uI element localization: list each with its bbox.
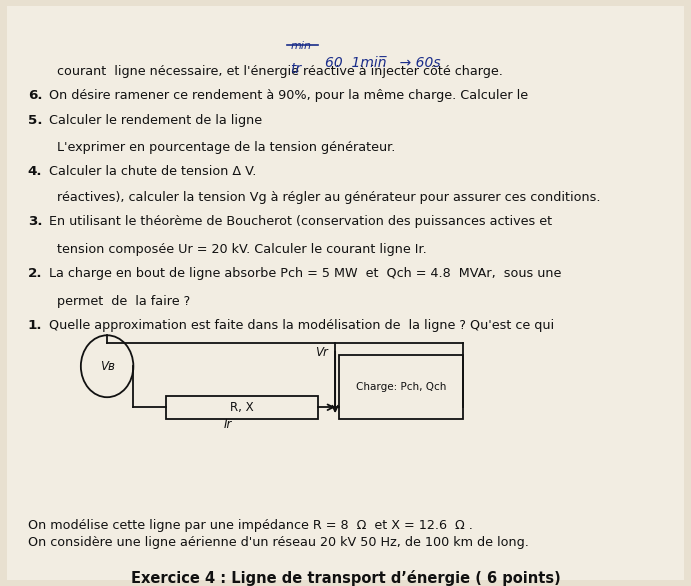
Text: Calculer la chute de tension Δ V.: Calculer la chute de tension Δ V. [45, 165, 256, 178]
Text: Quelle approximation est faite dans la modélisation de  la ligne ? Qu'est ce qui: Quelle approximation est faite dans la m… [45, 319, 554, 332]
Text: 2.: 2. [28, 267, 42, 280]
Text: tr: tr [290, 62, 301, 76]
Text: L'exprimer en pourcentage de la tension générateur.: L'exprimer en pourcentage de la tension … [45, 141, 395, 154]
FancyBboxPatch shape [7, 6, 684, 580]
Text: Exercice 4 : Ligne de transport d’énergie ( 6 points): Exercice 4 : Ligne de transport d’énergi… [131, 570, 560, 585]
Text: 5.: 5. [28, 114, 42, 127]
Text: Calculer le rendement de la ligne: Calculer le rendement de la ligne [45, 114, 262, 127]
Text: La charge en bout de ligne absorbe Pch = 5 MW  et  Qch = 4.8  MVAr,  sous une: La charge en bout de ligne absorbe Pch =… [45, 267, 561, 280]
Text: Vʙ: Vʙ [100, 360, 115, 373]
Text: courant  ligne nécessaire, et l'énergie réactive à injecter côté charge.: courant ligne nécessaire, et l'énergie r… [45, 65, 503, 78]
Text: permet  de  la faire ?: permet de la faire ? [45, 295, 190, 308]
Text: On considère une ligne aérienne d'un réseau 20 kV 50 Hz, de 100 km de long.: On considère une ligne aérienne d'un rés… [28, 536, 529, 549]
Text: tension composée Ur = 20 kV. Calculer le courant ligne Ir.: tension composée Ur = 20 kV. Calculer le… [45, 243, 426, 257]
Text: Vr: Vr [315, 346, 328, 359]
Text: 3.: 3. [28, 215, 42, 229]
Text: 6.: 6. [28, 88, 42, 102]
Text: R, X: R, X [230, 401, 254, 414]
Text: 60  1min̅   → 60s: 60 1min̅ → 60s [325, 56, 440, 70]
Text: min: min [290, 41, 311, 51]
Text: réactives), calculer la tension Vg à régler au générateur pour assurer ces condi: réactives), calculer la tension Vg à rég… [45, 192, 600, 205]
Text: On désire ramener ce rendement à 90%, pour la même charge. Calculer le: On désire ramener ce rendement à 90%, po… [45, 88, 528, 102]
Text: Ir: Ir [224, 418, 232, 431]
Text: Charge: Pch, Qch: Charge: Pch, Qch [356, 381, 446, 392]
Text: 4.: 4. [28, 165, 42, 178]
Text: En utilisant le théorème de Boucherot (conservation des puissances actives et: En utilisant le théorème de Boucherot (c… [45, 215, 552, 229]
Text: On modélise cette ligne par une impédance R = 8  Ω  et X = 12.6  Ω .: On modélise cette ligne par une impédanc… [28, 519, 473, 532]
Text: 1.: 1. [28, 319, 42, 332]
